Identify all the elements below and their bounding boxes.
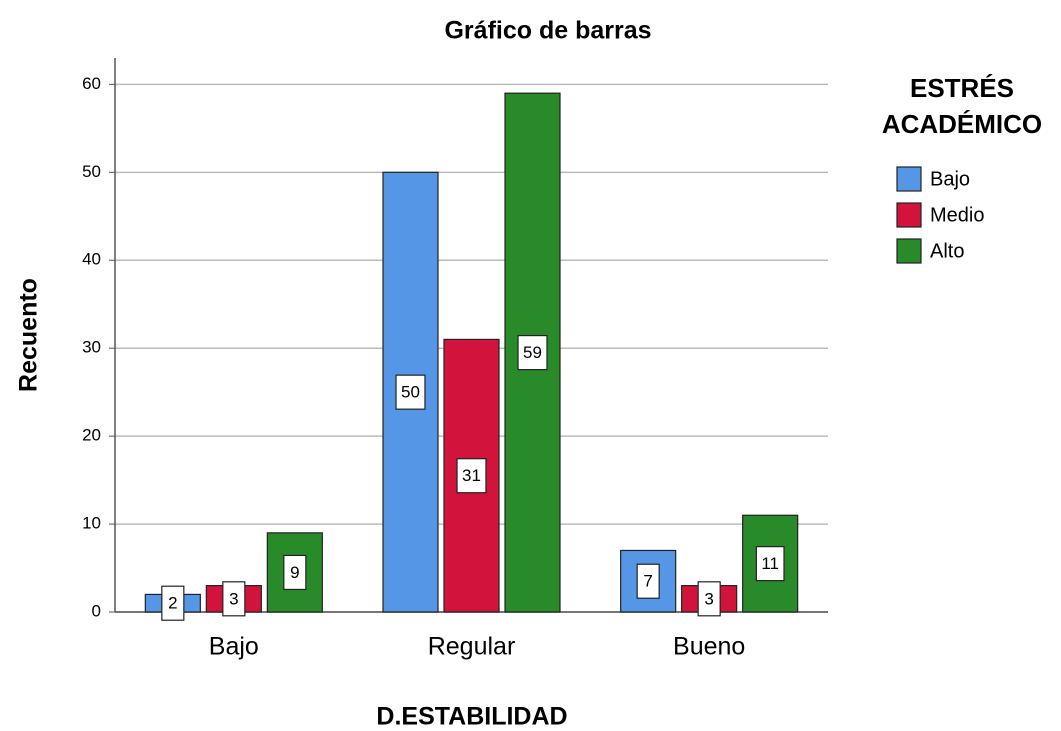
data-label: 2 [161, 585, 185, 621]
y-tick-label: 10 [82, 514, 101, 533]
x-axis-label: D.ESTABILIDAD [376, 703, 567, 731]
data-label-box [395, 374, 426, 410]
legend-title: ESTRÉS ACADÉMICO [882, 73, 1042, 139]
data-label-box [161, 585, 185, 621]
data-label-text: 2 [168, 594, 177, 613]
data-label-box [222, 581, 246, 617]
data-label-text: 59 [523, 343, 542, 362]
y-axis-label: Recuento [15, 278, 43, 392]
data-label: 11 [755, 546, 785, 582]
data-label: 50 [395, 374, 426, 410]
y-tick-label: 50 [82, 162, 101, 181]
x-tick-label: Regular [428, 633, 516, 661]
data-label-box [636, 563, 660, 599]
legend-title-line: ESTRÉS [910, 73, 1014, 103]
data-label-text: 9 [290, 563, 299, 582]
y-tick-label: 0 [92, 601, 101, 620]
x-tick-label: Bajo [209, 633, 259, 661]
data-label-box [283, 554, 307, 591]
legend-label: Bajo [930, 168, 970, 190]
data-label-box [456, 458, 487, 494]
data-label-box [697, 581, 721, 617]
bar [266, 532, 323, 613]
chart-title: Gráfico de barras [444, 17, 651, 45]
y-tick-label: 30 [82, 338, 101, 357]
data-label-text: 3 [229, 589, 238, 608]
data-label-text: 50 [401, 383, 420, 402]
legend-swatch [896, 166, 922, 192]
legend-title-line: ACADÉMICO [882, 109, 1042, 139]
data-label: 59 [517, 334, 548, 371]
data-label: 9 [283, 554, 307, 591]
y-tick-label: 40 [82, 250, 101, 269]
data-label-box [755, 546, 785, 582]
data-label-text: 7 [643, 572, 652, 591]
y-tick-label: 20 [82, 426, 101, 445]
legend-swatch [896, 202, 922, 228]
legend-label: Alto [930, 240, 964, 262]
data-label: 31 [456, 458, 487, 494]
data-label-text: 31 [462, 466, 481, 485]
y-tick-label: 60 [82, 74, 101, 93]
data-label: 3 [697, 581, 721, 617]
data-label-text: 3 [704, 589, 713, 608]
data-label-text: 11 [761, 554, 779, 573]
data-label: 7 [636, 563, 660, 599]
legend-label: Medio [930, 204, 984, 226]
legend-swatch [896, 238, 922, 264]
x-tick-label: Bueno [673, 633, 745, 661]
data-label: 3 [222, 581, 246, 617]
data-label-box [517, 334, 548, 371]
